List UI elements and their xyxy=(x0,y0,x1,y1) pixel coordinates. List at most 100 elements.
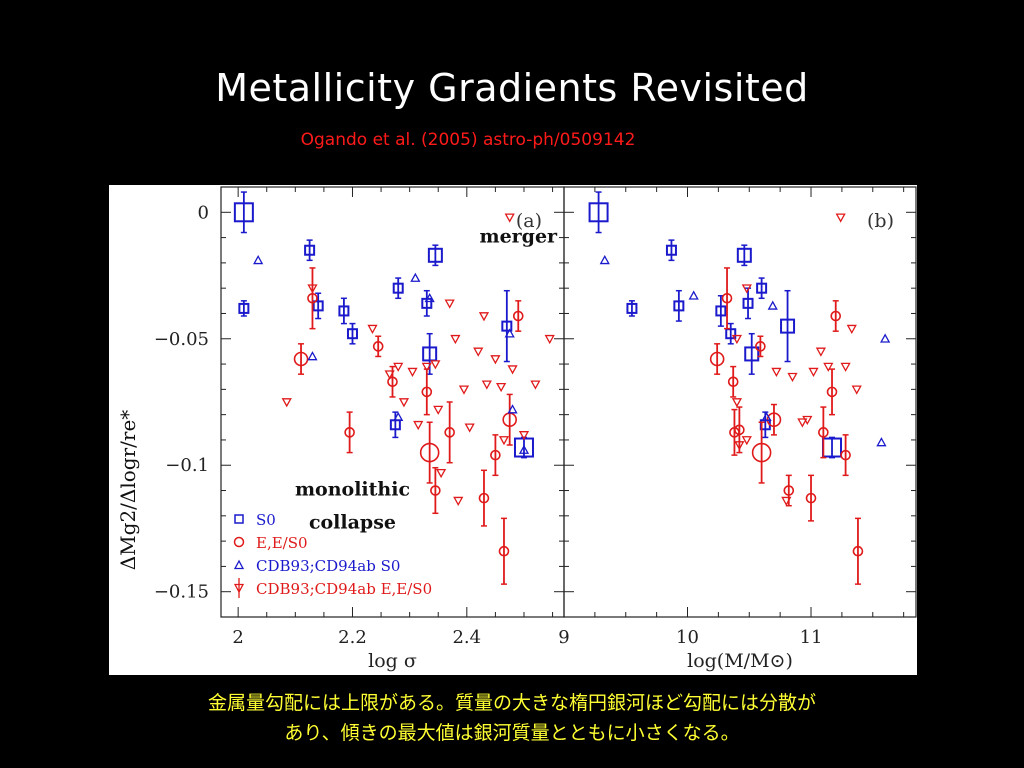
legend-label: S0 xyxy=(256,511,276,529)
data-point-triangle-down xyxy=(544,334,555,345)
data-point-circle xyxy=(840,449,851,461)
data-point-circle xyxy=(387,376,398,388)
data-point-triangle-down xyxy=(741,284,752,294)
data-point-square xyxy=(626,302,638,314)
data-point-circle xyxy=(419,442,440,463)
data-point-triangle-down xyxy=(398,398,410,408)
data-point-triangle-down xyxy=(518,431,530,441)
data-point-triangle-up xyxy=(761,411,772,422)
data-point-circle xyxy=(734,424,745,436)
data-point-square xyxy=(588,202,609,223)
data-point-triangle-down xyxy=(444,299,455,309)
plot-frame xyxy=(563,186,917,618)
data-point-square xyxy=(238,302,250,314)
data-point-triangle-down xyxy=(473,347,484,357)
data-point-triangle-up xyxy=(410,272,421,282)
data-point-triangle-down xyxy=(835,213,846,223)
data-point-triangle-up xyxy=(307,351,318,361)
y-tick-label: −0.05 xyxy=(154,329,209,350)
plot-frame xyxy=(220,186,565,618)
data-point-triangle-down xyxy=(731,398,743,408)
data-point-triangle-down xyxy=(413,420,424,431)
data-point-square xyxy=(673,300,685,312)
data-point-triangle-down xyxy=(741,436,752,446)
data-point-triangle-up xyxy=(393,411,404,422)
data-point-triangle-down xyxy=(781,496,792,506)
data-point-triangle-down xyxy=(435,468,447,479)
legend-label: CDB93;CD94ab E,E/S0 xyxy=(256,580,432,598)
x-axis-label: log(M/M⊙) xyxy=(687,650,793,672)
data-point-triangle-up xyxy=(599,255,610,265)
data-point-square xyxy=(780,318,796,334)
data-point-triangle-down xyxy=(808,367,819,377)
legend-label: CDB93;CD94ab S0 xyxy=(256,557,400,575)
data-point-triangle-down xyxy=(731,334,743,345)
data-point-square xyxy=(233,202,254,223)
data-point-square xyxy=(304,244,316,256)
data-point-circle xyxy=(709,351,725,367)
data-point-circle xyxy=(421,386,433,398)
data-point-square xyxy=(756,282,768,294)
data-point-triangle-up xyxy=(518,444,530,454)
data-point-triangle-down xyxy=(307,284,318,294)
data-point-circle xyxy=(721,292,733,304)
data-point-triangle-down xyxy=(464,423,475,433)
data-point-circle xyxy=(430,485,441,496)
data-point-square xyxy=(312,300,324,312)
figure-panel: 2 2.2 2.4 0 −0.05 −0.1 −0.15 log σ (a) merger mono… xyxy=(109,185,917,675)
data-point-square xyxy=(725,328,737,340)
panel-a: 2 2.2 2.4 0 −0.05 −0.1 −0.15 log σ (a)merger mono… xyxy=(154,186,565,672)
data-point-triangle-down xyxy=(797,418,808,428)
data-point-circle xyxy=(783,485,795,496)
data-point-triangle-down xyxy=(846,324,857,334)
data-point-triangle-up xyxy=(876,437,887,447)
legend-marker-square xyxy=(234,514,244,524)
data-point-circle xyxy=(444,427,455,438)
data-point-square xyxy=(665,244,677,256)
data-point-triangle-down xyxy=(840,362,851,372)
x-tick-label: 2.4 xyxy=(452,627,481,648)
data-point-triangle-down xyxy=(530,380,541,390)
caption-line-2: あり、傾きの最大値は銀河質量とともに小さくなる。 xyxy=(284,722,740,744)
data-point-triangle-down xyxy=(504,213,515,223)
y-tick-label: −0.1 xyxy=(165,455,209,476)
data-point-circle xyxy=(490,449,501,461)
data-point-circle xyxy=(293,351,309,367)
data-point-triangle-down xyxy=(433,405,444,415)
data-point-triangle-down xyxy=(450,334,461,345)
panel-label: (b) xyxy=(867,210,894,232)
data-point-triangle-down xyxy=(367,324,378,334)
data-point-triangle-down xyxy=(734,441,745,451)
data-point-square xyxy=(392,282,404,294)
caption-line-1: 金属量勾配には上限がある。質量の大きな楕円銀河ほど勾配には分散が xyxy=(207,692,816,714)
data-point-circle xyxy=(755,341,766,352)
data-point-circle xyxy=(307,292,318,304)
data-point-triangle-down xyxy=(384,370,395,380)
x-tick-label: 2 xyxy=(232,627,243,648)
data-point-triangle-up xyxy=(767,300,778,310)
data-point-circle xyxy=(478,492,490,504)
data-point-triangle-down xyxy=(407,367,418,377)
slide-title: Metallicity Gradients Revisited xyxy=(215,66,809,110)
data-point-circle xyxy=(512,310,524,322)
slide-subtitle: Ogando et al. (2005) astro-ph/0509142 xyxy=(300,130,636,150)
data-point-circle xyxy=(344,427,355,438)
annotation: merger xyxy=(479,226,558,248)
data-point-circle xyxy=(766,412,782,428)
data-point-square xyxy=(346,328,358,340)
caption: 金属量勾配には上限がある。質量の大きな楕円銀河ほど勾配には分散が あり、傾きの最… xyxy=(0,688,1024,748)
panel-b: 9 10 11 log(M/M⊙) (b) xyxy=(558,186,917,672)
data-point-triangle-down xyxy=(496,382,507,393)
data-point-triangle-down xyxy=(421,362,432,372)
svg-text:ΔMg2/Δlogr/re*: ΔMg2/Δlogr/re* xyxy=(116,410,140,571)
data-point-circle xyxy=(826,386,838,398)
data-point-triangle-down xyxy=(787,372,798,383)
data-point-circle xyxy=(818,427,829,438)
data-point-circle xyxy=(830,310,842,322)
annotation: monolithic xyxy=(295,479,410,501)
data-point-square xyxy=(427,247,443,263)
data-point-circle xyxy=(372,341,384,352)
x-tick-label: 2.2 xyxy=(338,627,367,648)
data-point-circle xyxy=(727,376,739,388)
annotation: collapse xyxy=(309,511,396,533)
